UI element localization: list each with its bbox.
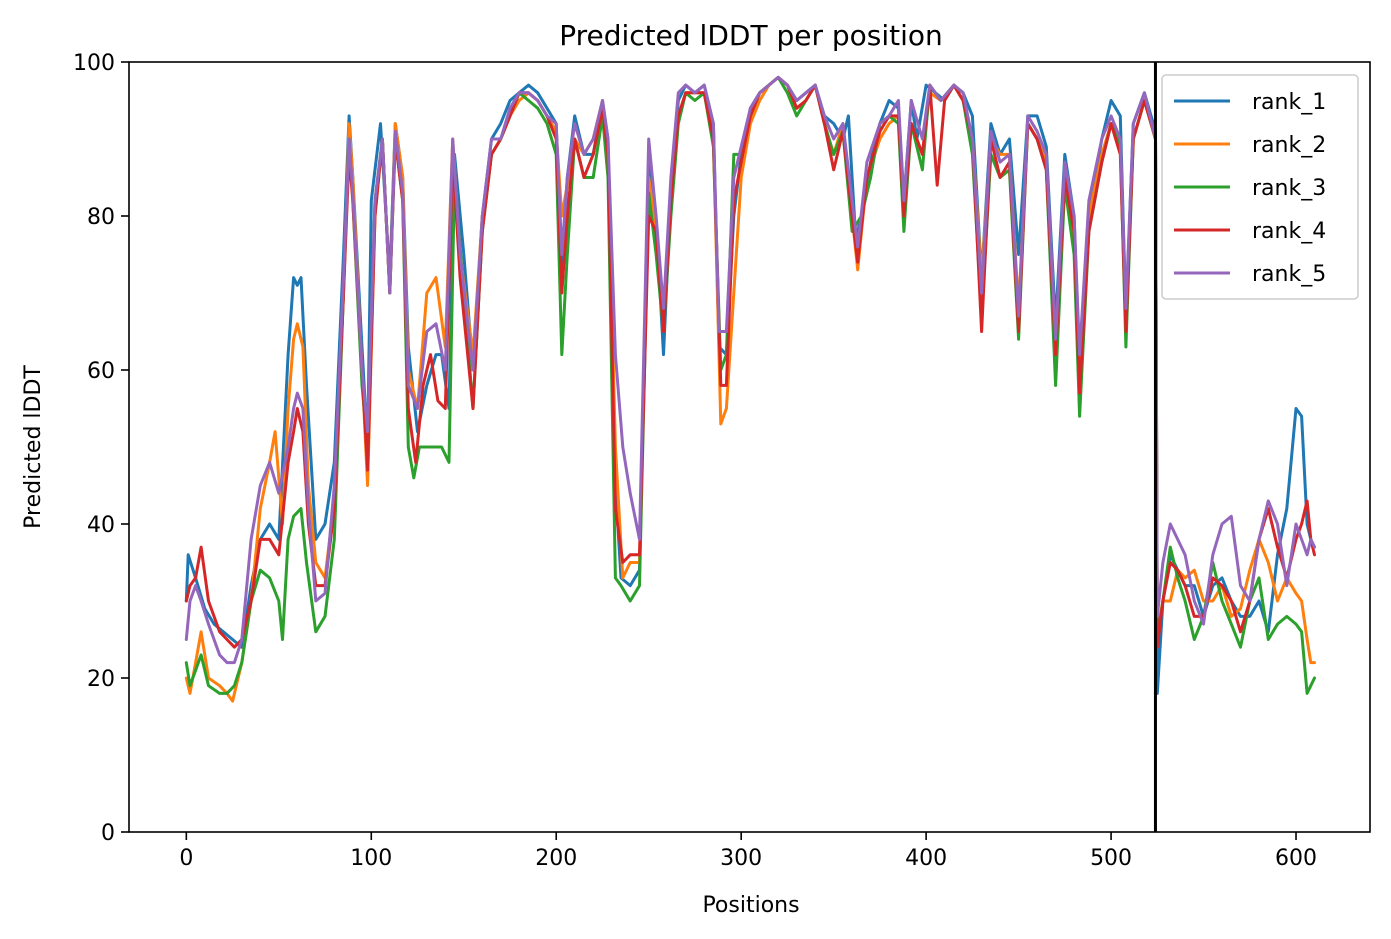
y-axis-label: Predicted lDDT — [21, 365, 46, 529]
x-tick-label: 400 — [905, 846, 947, 871]
legend-label-rank_4: rank_4 — [1252, 219, 1326, 244]
x-tick-label: 300 — [720, 846, 762, 871]
x-tick-label: 200 — [535, 846, 577, 871]
axis-ticks: 0 100 200 300 400 500 600 0 20 40 60 80 100 — [73, 51, 1317, 871]
legend-box — [1161, 74, 1359, 300]
y-tick-label: 60 — [87, 359, 115, 384]
plot-frame — [128, 61, 1371, 833]
x-axis-label: Positions — [702, 893, 799, 918]
legend-label-rank_1: rank_1 — [1252, 90, 1326, 115]
y-tick-label: 40 — [87, 513, 115, 538]
y-tick-label: 80 — [87, 205, 115, 230]
y-tick-label: 0 — [101, 821, 115, 846]
x-tick-label: 100 — [350, 846, 392, 871]
legend-label-rank_2: rank_2 — [1252, 133, 1326, 158]
x-tick-label: 600 — [1275, 846, 1317, 871]
x-tick-label: 0 — [179, 846, 193, 871]
series-line-rank_5 — [184, 75, 1316, 665]
x-tick-label: 500 — [1090, 846, 1132, 871]
legend-label-rank_5: rank_5 — [1252, 262, 1326, 287]
y-tick-label: 20 — [87, 667, 115, 692]
plot-area — [184, 62, 1316, 832]
y-tick-label: 100 — [73, 51, 115, 76]
legend: rank_1 rank_2 rank_3 rank_4 rank_5 — [1161, 74, 1359, 300]
legend-label-rank_3: rank_3 — [1252, 176, 1326, 201]
chart-title: Predicted lDDT per position — [559, 19, 943, 52]
